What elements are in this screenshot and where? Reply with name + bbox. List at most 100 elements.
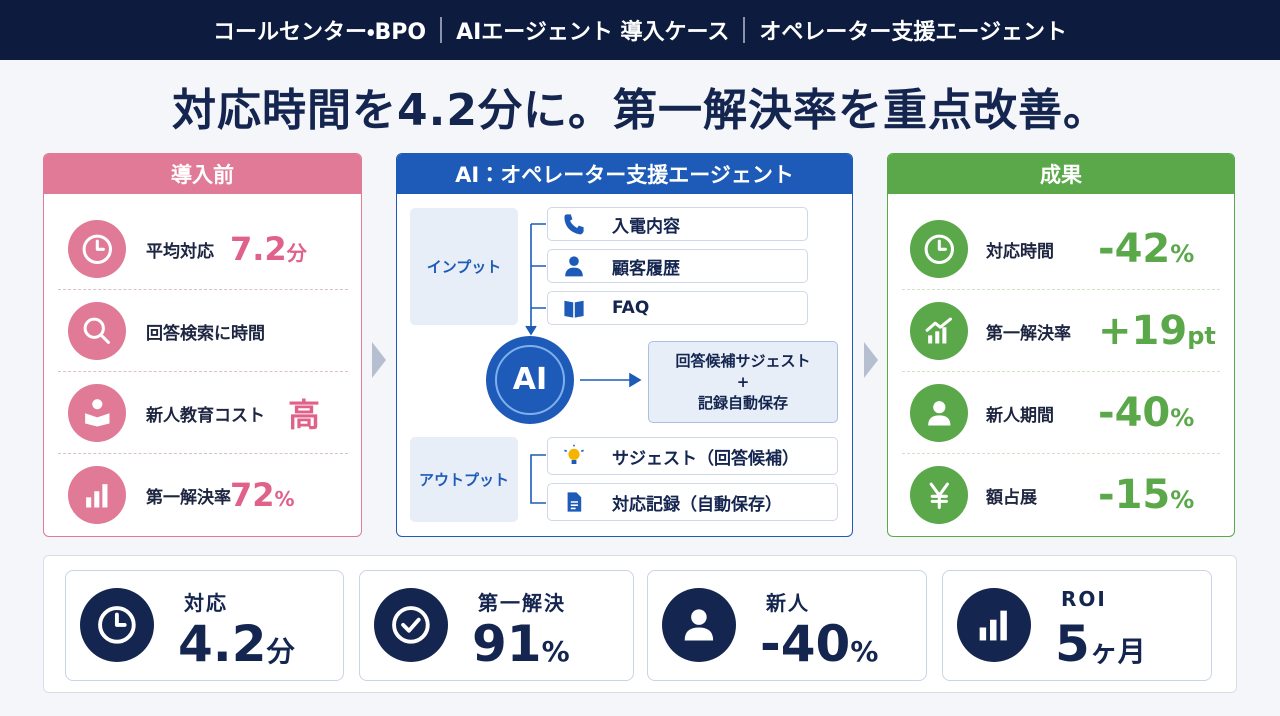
icon <box>567 492 582 512</box>
value-unit: 分 <box>286 241 307 265</box>
value-unit: % <box>1170 240 1195 268</box>
kpi-value: -40% <box>760 615 878 673</box>
icon <box>68 302 126 360</box>
before-item: 回答検索に時間 <box>44 291 361 371</box>
panel-heading: 成果 <box>888 154 1234 194</box>
value-unit: % <box>1170 404 1195 432</box>
value-unit: % <box>1170 486 1195 514</box>
value-number: +19 <box>1098 308 1188 354</box>
result-text: + <box>736 372 750 391</box>
after-item: 第一解決率 +19pt <box>888 291 1234 371</box>
icon <box>957 588 1031 662</box>
item-label: 額占展 <box>986 487 1037 508</box>
value-number: 72 <box>230 476 275 514</box>
divider <box>58 289 348 290</box>
header: コールセンター・BPO AIエージェント 導入ケース オペレーター支援エージェン… <box>0 0 1280 60</box>
item-label: 対応時間 <box>986 241 1054 262</box>
item-value: -40% <box>1098 390 1194 436</box>
result-box: 回答候補サジェスト + 記録自動保存 <box>648 341 838 423</box>
before-item: 平均対応 7.2分 <box>44 209 361 289</box>
output-item: 対応記録（自動保存） <box>547 483 838 521</box>
panel-heading: 導入前 <box>44 154 361 194</box>
divider <box>902 289 1220 290</box>
icon <box>564 300 584 318</box>
value-unit: 分 <box>266 635 295 668</box>
chevron <box>370 340 388 384</box>
icon <box>910 466 968 524</box>
item-value: 72% <box>230 476 295 514</box>
item-label: 第一解決率 <box>986 323 1071 344</box>
separator <box>440 17 443 43</box>
item-text: FAQ <box>612 298 650 318</box>
item-text: 顧客履歴 <box>612 258 680 279</box>
value-number: 91 <box>472 615 542 673</box>
kpi-card: 対応 4.2分 <box>65 570 344 681</box>
value-number: -40 <box>1098 390 1171 436</box>
value-number: -42 <box>1098 226 1171 272</box>
icon <box>68 220 126 278</box>
item-value: 高 <box>288 390 320 436</box>
kpi-value: 91% <box>472 615 570 673</box>
header-segment: オペレーター支援エージェント <box>759 20 1067 45</box>
value-unit: % <box>274 487 295 511</box>
panel-heading: AI：オペレーター支援エージェント <box>397 154 852 194</box>
item-label: 回答検索に時間 <box>146 323 265 344</box>
ai-core-circle <box>486 336 574 424</box>
icon <box>564 444 584 464</box>
item-label: 平均対応 <box>146 241 214 262</box>
kpi-value: 4.2分 <box>178 615 295 673</box>
kpi-label: 新人 <box>766 591 810 615</box>
title: 対応時間を4.2分に。第一解決率を重点改善。 <box>172 85 1108 136</box>
input-item: 顧客履歴 <box>547 249 808 283</box>
header-segment: AIエージェント 導入ケース <box>456 20 730 45</box>
before-item: 第一解決率 72% <box>44 455 361 535</box>
item-value: +19pt <box>1098 308 1216 354</box>
value-unit: % <box>850 635 879 668</box>
value-number: -15 <box>1098 472 1171 518</box>
value-number: 5 <box>1055 615 1090 673</box>
value-unit: % <box>541 635 570 668</box>
item-label: 新人教育コスト <box>146 405 265 426</box>
input-item: 入電内容 <box>547 207 808 241</box>
item-text: サジェスト（回答候補） <box>612 448 799 469</box>
result-text: 回答候補サジェスト <box>675 351 811 370</box>
input-item: FAQ <box>547 291 808 325</box>
value-number: 4.2 <box>178 615 267 673</box>
value-number: 7.2 <box>230 230 287 268</box>
chevron <box>862 340 880 384</box>
after-panel: 成果 対応時間 -42% 第一解決率 +19pt 新人期間 -40% 額占展 -15% <box>887 153 1235 537</box>
before-panel: 導入前 平均対応 7.2分回答検索に時間 新人教育コスト 高第一解決率 72% <box>43 153 362 537</box>
before-item: 新人教育コスト 高 <box>44 373 361 453</box>
icon <box>910 302 968 360</box>
icon <box>80 588 154 662</box>
value-number: -40 <box>760 615 851 673</box>
icon <box>565 256 583 277</box>
header-segment: コールセンター・BPO <box>213 20 427 45</box>
ai-core: AI <box>512 362 548 397</box>
output-label: アウトプット <box>410 437 518 522</box>
value-number: 高 <box>288 396 321 434</box>
divider <box>58 453 348 454</box>
item-label: 新人期間 <box>986 405 1054 426</box>
flow-lines <box>486 223 642 504</box>
kpi-label: 第一解決 <box>478 591 566 615</box>
kpi-value: 5ヶ月 <box>1055 615 1146 673</box>
separator <box>743 17 746 43</box>
item-value: -15% <box>1098 472 1194 518</box>
icon <box>662 588 736 662</box>
after-item: 対応時間 -42% <box>888 209 1234 289</box>
item-value: 7.2分 <box>230 230 307 268</box>
icon <box>910 384 968 442</box>
kpi-label: 対応 <box>184 591 228 615</box>
result-text: 記録自動保存 <box>697 393 788 412</box>
icon <box>68 384 126 442</box>
icon <box>68 466 126 524</box>
input-label: インプット <box>410 208 518 325</box>
value-unit: pt <box>1187 322 1216 350</box>
divider <box>902 371 1220 372</box>
item-text: 入電内容 <box>612 216 680 237</box>
kpi-card: ROI 5ヶ月 <box>942 570 1212 681</box>
kpi-card: 新人 -40% <box>647 570 927 681</box>
item-value: -42% <box>1098 226 1194 272</box>
